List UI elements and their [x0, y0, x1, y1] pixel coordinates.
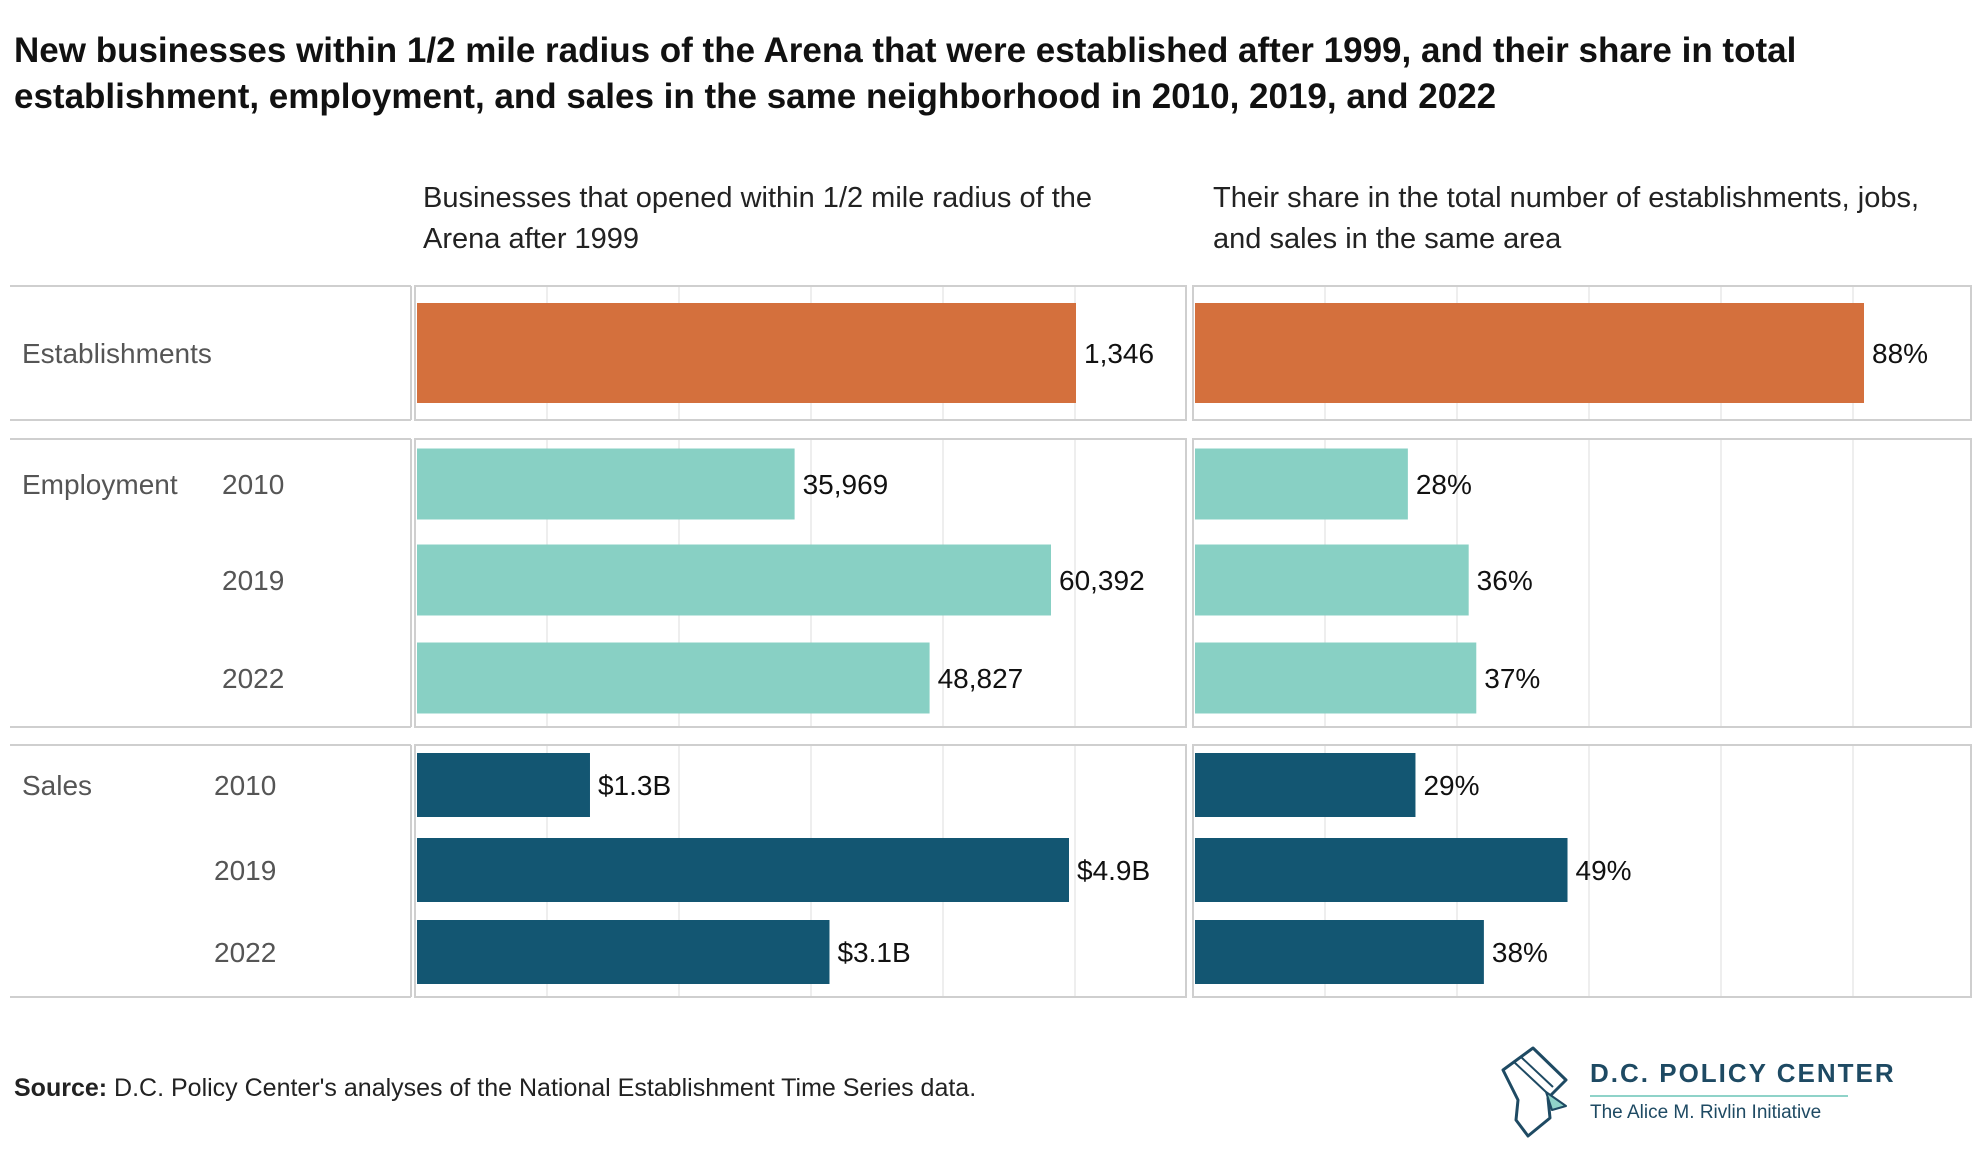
logo-divider — [1590, 1095, 1848, 1097]
dc-map-pencil-icon — [1501, 1046, 1568, 1138]
share-bar-employment-2019 — [1195, 544, 1469, 616]
share-value-label: 36% — [1477, 565, 1533, 596]
year-label-employment-2022: 2022 — [222, 663, 284, 694]
count-bar-establishments — [417, 303, 1076, 403]
share-bar-sales-2010 — [1195, 753, 1416, 817]
count-bar-sales-2022 — [417, 920, 830, 984]
count-bar-employment-2010 — [417, 448, 795, 520]
count-value-label: 48,827 — [938, 663, 1024, 694]
count-value-label: $3.1B — [837, 937, 910, 968]
right-panel-header: Their share in the total number of estab… — [1213, 182, 1920, 255]
right-panel-frame — [1192, 285, 1972, 421]
share-bar-sales-2019 — [1195, 838, 1568, 902]
share-bar-establishments — [1195, 303, 1864, 403]
count-bar-employment-2019 — [417, 544, 1051, 616]
left-panel-header: Businesses that opened within 1/2 mile r… — [423, 182, 1093, 255]
left-panel-frame — [414, 438, 1187, 728]
count-value-label: 1,346 — [1084, 338, 1154, 369]
dc-policy-center-logo: D.C. POLICY CENTER The Alice M. Rivlin I… — [1488, 1040, 1894, 1140]
count-bar-sales-2019 — [417, 838, 1069, 902]
source-text: D.C. Policy Center's analyses of the Nat… — [114, 1074, 977, 1102]
group-label-sales: Sales — [22, 770, 92, 801]
year-label-employment-2010: 2010 — [222, 469, 284, 500]
group-label-employment: Employment — [22, 469, 178, 500]
count-value-label: $1.3B — [598, 770, 671, 801]
source-note: Source: D.C. Policy Center's analyses of… — [14, 1074, 976, 1103]
count-bar-sales-2010 — [417, 753, 590, 817]
share-value-label: 88% — [1872, 338, 1928, 369]
share-value-label: 38% — [1492, 937, 1548, 968]
share-bar-sales-2022 — [1195, 920, 1484, 984]
share-bar-employment-2010 — [1195, 448, 1408, 520]
year-label-sales-2022: 2022 — [214, 937, 276, 968]
count-bar-employment-2022 — [417, 642, 930, 714]
year-label-employment-2019: 2019 — [222, 565, 284, 596]
chart-title: New businesses within 1/2 mile radius of… — [14, 31, 1797, 116]
bar-chart-area: 1,346 35,969 60,392 48,827 $1.3B $4.9B $3.1B 88… — [10, 285, 1972, 998]
source-label: Source: — [14, 1074, 108, 1102]
count-value-label: $4.9B — [1077, 855, 1150, 886]
share-value-label: 37% — [1484, 663, 1540, 694]
left-panel-frame — [414, 744, 1187, 998]
logo-subtitle: The Alice M. Rivlin Initiative — [1590, 1102, 1822, 1123]
year-label-sales-2010: 2010 — [214, 770, 276, 801]
share-value-label: 49% — [1576, 855, 1632, 886]
left-panel-frame — [414, 285, 1187, 421]
logo-name: D.C. POLICY CENTER — [1590, 1058, 1896, 1088]
group-label-establishments: Establishments — [22, 338, 212, 369]
count-value-label: 35,969 — [803, 469, 889, 500]
share-bar-employment-2022 — [1195, 642, 1477, 714]
share-value-label: 28% — [1416, 469, 1472, 500]
count-value-label: 60,392 — [1059, 565, 1145, 596]
share-value-label: 29% — [1423, 770, 1479, 801]
right-panel-frame — [1192, 744, 1972, 998]
right-panel-frame — [1192, 438, 1972, 728]
year-label-sales-2019: 2019 — [214, 855, 276, 886]
